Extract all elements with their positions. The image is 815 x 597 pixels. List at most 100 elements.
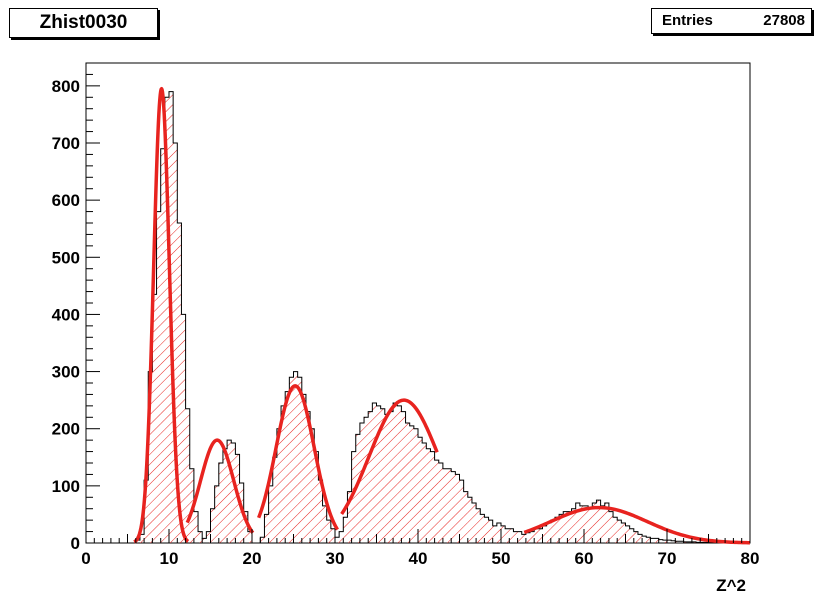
stats-box: Entries 27808 — [651, 8, 812, 34]
histogram-bin — [517, 531, 522, 543]
histogram-bin — [177, 223, 182, 543]
histogram-bin — [434, 460, 439, 543]
histogram-bin — [318, 480, 323, 543]
y-tick-label: 700 — [52, 134, 80, 153]
histogram-bin — [227, 440, 232, 543]
histogram-bin — [542, 525, 547, 543]
histogram-bin — [492, 525, 497, 543]
fit-curve-2 — [185, 438, 255, 534]
histogram-bin — [388, 411, 394, 543]
histogram-bin — [442, 468, 448, 543]
histogram-bin — [463, 491, 468, 543]
histogram-bin — [426, 448, 431, 543]
histogram-bin — [401, 411, 406, 543]
histogram-bin — [471, 503, 477, 543]
histogram-bin — [691, 541, 697, 543]
histogram-bin — [347, 491, 352, 543]
histogram-bin — [409, 425, 414, 543]
histogram-bin — [148, 371, 153, 543]
histogram-bin — [430, 451, 435, 543]
histogram-bin — [393, 403, 398, 543]
histogram-bin — [687, 541, 692, 543]
y-tick-label: 600 — [52, 191, 80, 210]
histogram-bin — [139, 534, 145, 543]
fit-curve-4 — [340, 398, 439, 515]
histogram-bin — [135, 540, 140, 543]
histogram-title-text: Zhist0030 — [39, 12, 128, 33]
histogram-bin — [629, 528, 634, 543]
histogram-bin — [658, 539, 663, 543]
histogram-bin — [160, 148, 165, 543]
histogram-bin — [326, 520, 331, 543]
histogram-bin — [530, 531, 535, 543]
histogram-bin — [260, 537, 265, 543]
histogram-bin — [343, 517, 348, 543]
histogram-bin — [559, 514, 564, 543]
histogram-bin — [509, 528, 514, 543]
histogram-bin — [339, 531, 344, 543]
histogram-bin — [650, 538, 655, 543]
histogram-bin — [554, 517, 560, 543]
histogram-bin — [679, 541, 684, 543]
x-tick-label: 20 — [243, 549, 262, 568]
histogram-bin — [310, 428, 315, 543]
histogram-bin — [633, 531, 638, 543]
histogram-bin — [301, 394, 306, 543]
histogram-bin — [330, 528, 335, 543]
histogram-bin — [604, 503, 609, 543]
histogram-bin — [368, 411, 373, 543]
histogram-bin — [484, 517, 489, 543]
histogram-bin — [355, 434, 360, 543]
histogram-bin — [247, 531, 252, 543]
histogram-bin — [588, 508, 593, 543]
histogram-bin — [447, 468, 452, 543]
histogram-bin — [364, 417, 369, 543]
histogram-bin — [501, 525, 506, 543]
histogram-bin — [654, 538, 659, 543]
x-tick-label: 10 — [160, 549, 179, 568]
histogram-bin — [642, 536, 647, 543]
histogram-bin — [592, 503, 597, 543]
histogram-bin — [476, 508, 481, 543]
y-tick-label: 100 — [52, 477, 80, 496]
histogram-bin — [662, 540, 667, 543]
histogram-bin — [314, 451, 319, 543]
histogram-bin — [575, 503, 580, 543]
histogram-bin — [513, 531, 518, 543]
histogram-bin — [505, 528, 510, 543]
histogram-bin — [646, 537, 651, 543]
histogram-bin — [480, 514, 485, 543]
fit-curve-1 — [132, 86, 190, 544]
histogram-bin — [637, 534, 643, 543]
histogram-bin — [418, 437, 423, 543]
fit-curve-3 — [257, 384, 339, 531]
histogram-bin — [405, 423, 410, 543]
histogram-bin — [621, 523, 626, 543]
histogram-bin — [384, 414, 389, 543]
histogram-bin — [152, 294, 157, 543]
histogram-bin — [372, 403, 377, 543]
histogram-bin — [272, 457, 277, 543]
histogram-bin — [335, 537, 340, 543]
x-tick-label: 0 — [81, 549, 90, 568]
stats-entries-value: 27808 — [763, 12, 805, 29]
histogram-bin — [214, 485, 219, 543]
histogram-bin — [608, 511, 614, 543]
x-tick-label: 80 — [741, 549, 760, 568]
histogram-bin — [376, 405, 381, 543]
histogram-bin — [218, 463, 223, 543]
y-tick-label: 400 — [52, 305, 80, 324]
histogram-bin — [181, 314, 186, 543]
histogram-bin — [185, 408, 190, 543]
histogram-outline — [86, 91, 734, 544]
y-tick-label: 300 — [52, 363, 80, 382]
x-tick-label: 70 — [658, 549, 677, 568]
histogram-bin — [438, 463, 443, 543]
histogram-bin — [571, 508, 576, 543]
histogram-bin — [380, 408, 385, 543]
histogram-bin — [144, 480, 149, 543]
x-tick-label: 40 — [409, 549, 428, 568]
histogram-bin — [525, 532, 531, 543]
y-tick-label: 500 — [52, 248, 80, 267]
histogram-bin — [281, 405, 286, 543]
